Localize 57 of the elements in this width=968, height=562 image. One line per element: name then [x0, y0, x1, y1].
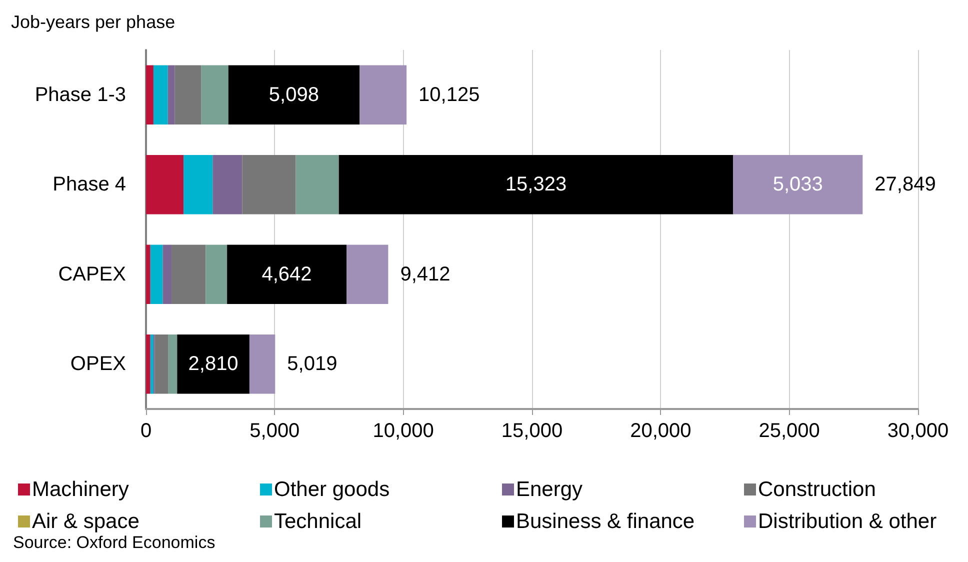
x-tick-label: 10,000: [372, 420, 434, 442]
bar: [296, 155, 339, 214]
bar: [150, 244, 163, 304]
chart-title: Job-years per phase: [11, 12, 176, 32]
bar: [249, 334, 276, 394]
bar: [146, 334, 150, 394]
legend-label: Machinery: [32, 478, 130, 501]
bar: [242, 155, 296, 214]
legend-label: Distribution & other: [758, 510, 937, 533]
bar: [168, 334, 178, 394]
data-label: 5,098: [268, 84, 319, 106]
y-tick-label: Phase 1-3: [34, 84, 126, 106]
x-tick-label: 5,000: [250, 420, 300, 442]
x-tick-label: 20,000: [630, 420, 692, 442]
bar: [154, 334, 168, 394]
bar: [184, 155, 213, 214]
legend-label: Business & finance: [516, 510, 695, 533]
legend-label: Energy: [516, 478, 584, 501]
bar: [338, 155, 734, 214]
bar: [150, 334, 154, 394]
data-label: 15,323: [505, 174, 567, 196]
data-label: 2,810: [188, 353, 238, 376]
bar: [168, 65, 175, 124]
y-tick-label: CAPEX: [58, 263, 126, 286]
bar: [162, 244, 172, 304]
legend-label: Air & space: [32, 510, 140, 533]
y-tick-label: Phase 4: [52, 174, 126, 196]
x-tick-label: 0: [140, 420, 152, 442]
bar: [146, 65, 154, 124]
legend-label: Other goods: [274, 478, 390, 501]
bar: [201, 65, 228, 124]
bar: [174, 65, 202, 124]
data-label: 4,642: [262, 263, 312, 286]
bar: [360, 65, 407, 124]
legend-label: Technical: [274, 510, 362, 533]
x-tick-label: 25,000: [758, 420, 820, 442]
total-label: 27,849: [874, 174, 936, 196]
data-label: 5,033: [772, 174, 823, 196]
x-tick-label: 30,000: [887, 420, 949, 442]
bar: [733, 155, 863, 214]
y-tick-label: OPEX: [70, 353, 126, 376]
legend-label: Construction: [758, 478, 876, 501]
bar: [228, 65, 360, 124]
total-label: 10,125: [418, 84, 480, 106]
total-label: 5,019: [287, 353, 338, 376]
bar: [171, 244, 206, 304]
x-tick-label: 15,000: [501, 420, 563, 442]
bar: [146, 155, 184, 214]
source-note: Source: Oxford Economics: [13, 533, 216, 552]
bar: [227, 244, 347, 304]
bar: [212, 155, 242, 214]
bar: [153, 65, 168, 124]
bar: [177, 334, 250, 394]
bar: [146, 244, 150, 304]
total-label: 9,412: [400, 263, 450, 286]
bar: [346, 244, 388, 304]
bar: [206, 244, 228, 304]
